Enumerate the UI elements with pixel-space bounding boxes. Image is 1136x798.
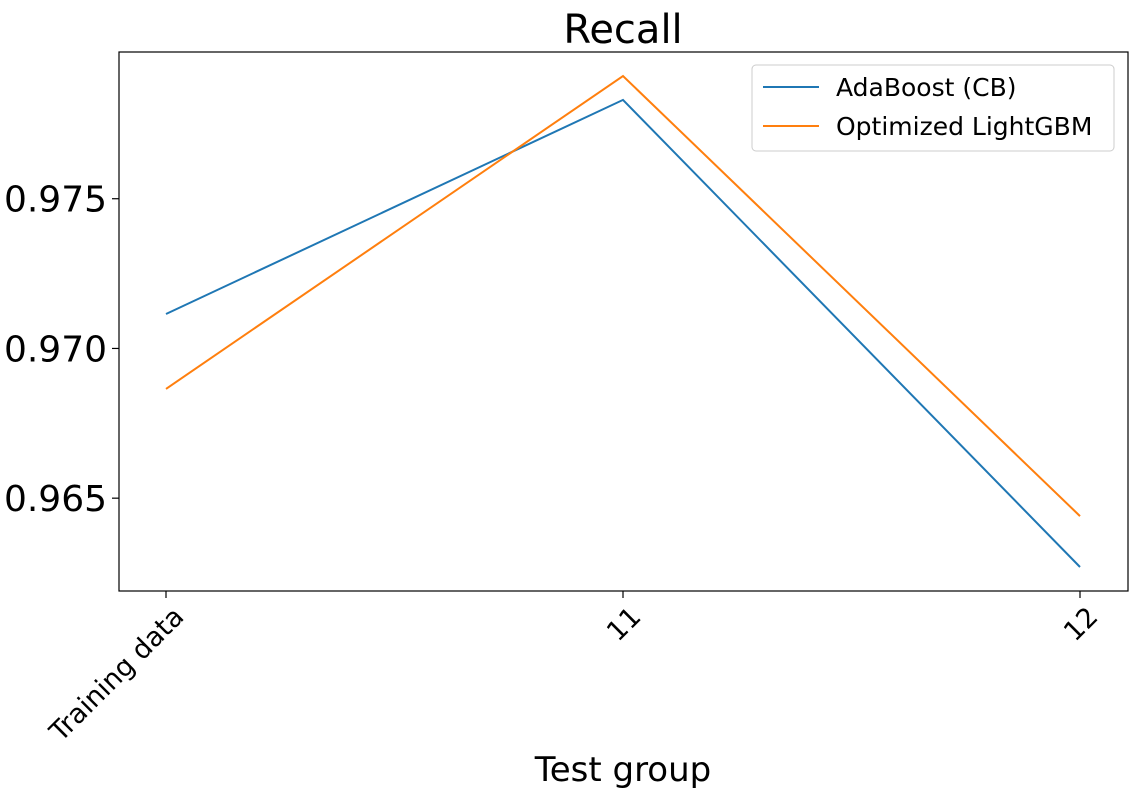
y-axis-ticks: 0.965 0.970 0.975 — [4, 180, 119, 520]
legend: AdaBoost (CB) Optimized LightGBM — [751, 64, 1115, 152]
x-axis-title: Test group — [534, 750, 712, 790]
y-tick-label: 0.975 — [4, 180, 107, 221]
y-tick-label: 0.970 — [4, 329, 107, 370]
legend-box — [751, 64, 1115, 152]
y-tick-label: 0.965 — [4, 479, 107, 520]
series-lines — [165, 74, 1081, 568]
legend-label: Optimized LightGBM — [836, 112, 1092, 141]
chart-title: Recall — [563, 7, 682, 53]
series-line-1 — [165, 74, 1081, 517]
series-line-0 — [165, 98, 1081, 568]
legend-label: AdaBoost (CB) — [836, 73, 1016, 102]
plot-frame — [118, 51, 1129, 592]
